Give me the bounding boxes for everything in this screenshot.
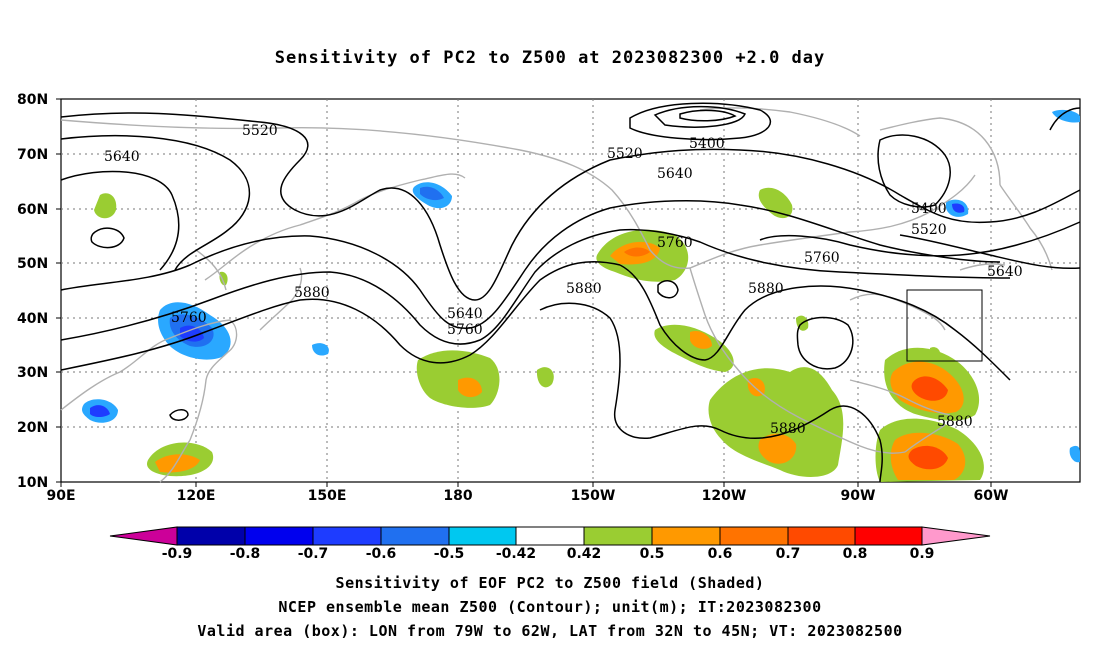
contour-label: 5520 xyxy=(911,222,947,238)
contour-label: 5760 xyxy=(657,235,693,251)
contour-label: 5520 xyxy=(607,146,643,162)
positive-sensitivity-shading xyxy=(94,187,984,482)
colorbar-segment xyxy=(176,526,246,546)
contour-label: 5760 xyxy=(447,322,483,338)
lat-label: 80N xyxy=(17,92,48,108)
colorbar-labels: -0.9 -0.8 -0.7 -0.6 -0.5 -0.42 0.42 0.5 … xyxy=(162,546,935,562)
contour-label: 5640 xyxy=(104,149,140,165)
axis-ticks xyxy=(56,98,992,487)
figure-title: Sensitivity of PC2 to Z500 at 2023082300… xyxy=(274,48,826,68)
lon-label: 150E xyxy=(308,488,347,504)
colorbar xyxy=(109,526,991,546)
negative-sensitivity-shading xyxy=(82,109,1080,463)
valid-area-box xyxy=(906,289,983,362)
colorbar-label: 0.5 xyxy=(640,546,665,562)
colorbar-segment xyxy=(583,526,653,546)
contour-label: 5640 xyxy=(657,166,693,182)
caption-line-2: NCEP ensemble mean Z500 (Contour); unit(… xyxy=(278,598,822,616)
contour-label: 5760 xyxy=(804,250,840,266)
colorbar-label: -0.8 xyxy=(230,546,261,562)
colorbar-label: 0.6 xyxy=(708,546,733,562)
contour-label: 5640 xyxy=(987,264,1023,280)
contour-label: 5880 xyxy=(937,414,973,430)
colorbar-label: -0.9 xyxy=(162,546,193,562)
contour-label: 5760 xyxy=(171,310,207,326)
lat-label: 30N xyxy=(17,365,48,381)
caption-line-1: Sensitivity of EOF PC2 to Z500 field (Sh… xyxy=(335,574,765,592)
contour-label: 5520 xyxy=(242,123,278,139)
contour-label: 5400 xyxy=(911,201,947,217)
colorbar-label: 0.9 xyxy=(910,546,935,562)
lat-label: 60N xyxy=(17,202,48,218)
colorbar-segment xyxy=(312,526,382,546)
lat-label: 20N xyxy=(17,420,48,436)
colorbar-segment xyxy=(244,526,314,546)
contour-label: 5880 xyxy=(748,281,784,297)
colorbar-label: -0.5 xyxy=(434,546,465,562)
z500-contours xyxy=(60,102,1081,483)
colorbar-segment xyxy=(719,526,789,546)
lon-label: 180 xyxy=(443,488,472,504)
lat-label: 70N xyxy=(17,147,48,163)
colorbar-label: 0.42 xyxy=(567,546,602,562)
lon-label: 150W xyxy=(571,488,616,504)
lon-label: 120W xyxy=(702,488,747,504)
lon-label: 120E xyxy=(177,488,216,504)
colorbar-label: 0.7 xyxy=(776,546,801,562)
contour-label: 5880 xyxy=(294,285,330,301)
lon-label: 60W xyxy=(974,488,1009,504)
contour-labels: 5520 5640 5400 5520 5640 5400 5520 5760 … xyxy=(104,123,1023,437)
colorbar-segment xyxy=(787,526,856,546)
colorbar-end-left xyxy=(109,526,178,546)
contour-label: 5880 xyxy=(566,281,602,297)
colorbar-segment xyxy=(515,526,585,546)
map-gridlines xyxy=(61,99,1080,482)
latitude-labels: 80N 70N 60N 50N 40N 30N 20N 10N xyxy=(17,92,48,491)
colorbar-label: -0.6 xyxy=(366,546,397,562)
colorbar-segment xyxy=(854,526,923,546)
colorbar-end-right xyxy=(921,526,991,546)
colorbar-label: -0.42 xyxy=(496,546,536,562)
lat-label: 40N xyxy=(17,311,48,327)
contour-label: 5400 xyxy=(689,136,725,152)
colorbar-label: 0.8 xyxy=(843,546,868,562)
contour-label: 5640 xyxy=(447,306,483,322)
caption-line-3: Valid area (box): LON from 79W to 62W, L… xyxy=(197,622,903,640)
longitude-labels: 90E 120E 150E 180 150W 120W 90W 60W xyxy=(46,488,1008,504)
contour-label: 5880 xyxy=(770,421,806,437)
colorbar-segment xyxy=(380,526,450,546)
lon-label: 90W xyxy=(841,488,876,504)
lon-label: 90E xyxy=(46,488,75,504)
lat-label: 50N xyxy=(17,256,48,272)
lat-label: 10N xyxy=(17,475,48,491)
colorbar-segment xyxy=(448,526,517,546)
colorbar-segment xyxy=(651,526,721,546)
colorbar-label: -0.7 xyxy=(298,546,329,562)
